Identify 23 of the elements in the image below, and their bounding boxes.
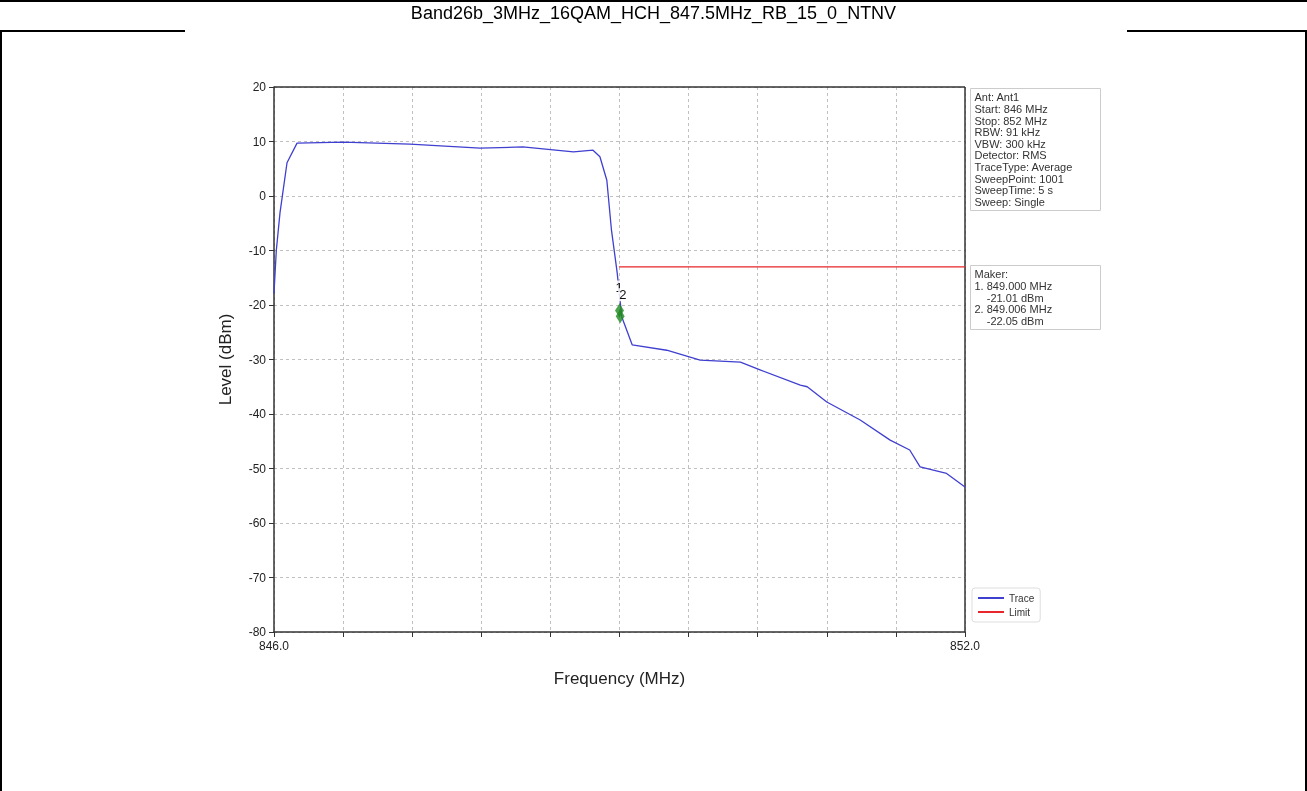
x-tick-label: 846.0: [258, 639, 290, 653]
y-tick-label: -80: [248, 625, 267, 639]
x-axis-title: Frequency (MHz): [553, 669, 686, 688]
y-tick-label: 0: [259, 189, 267, 203]
y-tick-label: -40: [248, 407, 267, 421]
y-tick-label: -30: [248, 352, 267, 367]
y-tick-label: -70: [248, 570, 267, 585]
y-tick-label: -50: [248, 461, 267, 476]
text: Maker: 1. 849.000 MHz -21.01 dBm 2. 849.006 MHz -22.05 dBm: [974, 268, 1053, 327]
annotation: 1: [615, 279, 623, 295]
text: Ant: Ant1 Start: 846 MHz Stop: 852 MHz RBW: 91 kHz VBW: 300 kHz Detector: RMS TraceType: Average SweepPoint: 1001 SweepTime: 5 s Sweep: Single: [974, 91, 1073, 208]
chart-title: Band26b_3MHz_16QAM_HCH_847.5MHz_RB_15_0_NTNV: [410, 3, 897, 24]
y-tick-label: 10: [252, 134, 267, 149]
y-tick-label: 20: [252, 80, 267, 94]
annotation: 2: [619, 287, 627, 303]
y-tick-label: -20: [248, 298, 267, 312]
legend-label: Limit: [1009, 606, 1031, 618]
y-tick-label: -10: [248, 243, 267, 258]
y-tick-label: -60: [248, 516, 267, 530]
y-axis-title: Level (dBm): [216, 313, 235, 406]
line-series: [273, 141, 966, 488]
legend-label: Trace: [1009, 592, 1035, 604]
x-tick-label: 852.0: [949, 639, 981, 653]
